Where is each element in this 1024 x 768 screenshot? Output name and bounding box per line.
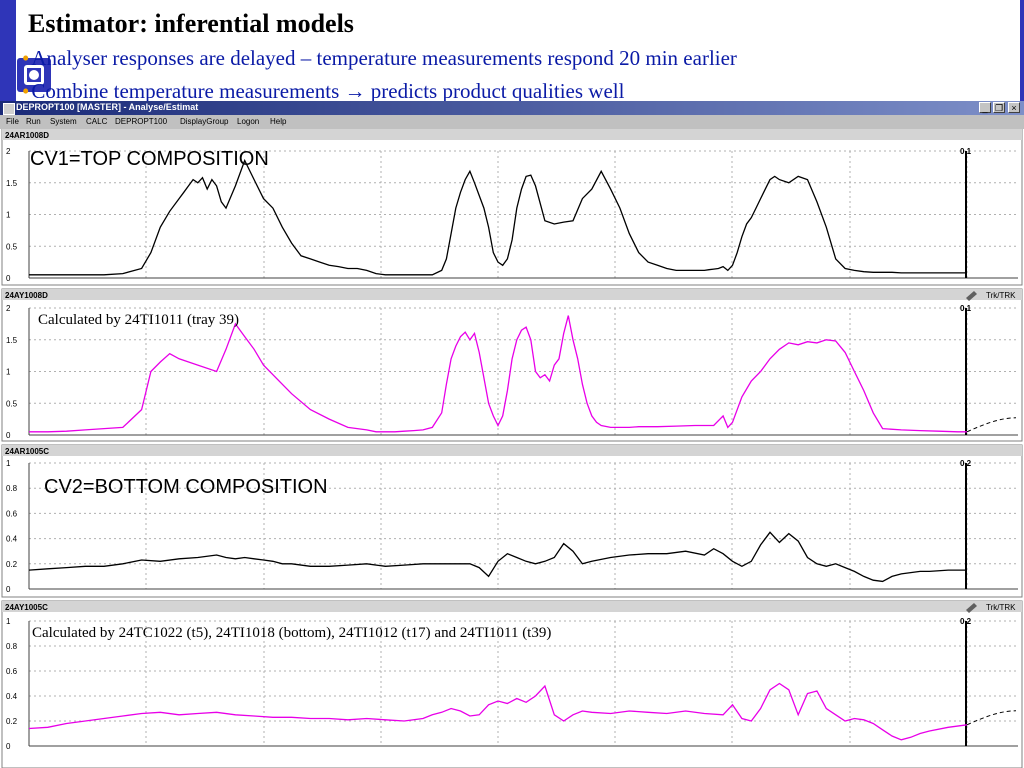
y-tick-label: 0.2	[6, 717, 18, 726]
chart-annotation: Calculated by 24TI1011 (tray 39)	[38, 312, 239, 328]
y-tick-label: 0.6	[6, 509, 18, 518]
menu-run[interactable]: Run	[26, 117, 41, 126]
cursor-value-label: 0.1	[960, 147, 972, 156]
edit-icon	[966, 291, 977, 301]
chart-panel	[1, 444, 1023, 598]
slide-title: Estimator: inferential models	[28, 9, 354, 38]
chart-annotation: Calculated by 24TC1022 (t5), 24TI1018 (b…	[32, 625, 551, 641]
menu-logon[interactable]: Logon	[237, 117, 260, 126]
menu-help[interactable]: Help	[270, 117, 287, 126]
cursor-value-label: 0.2	[960, 459, 972, 468]
panel-header	[2, 129, 1022, 140]
y-tick-label: 0.4	[6, 535, 18, 544]
bullet-item: •Combine temperature measurements → pred…	[22, 79, 624, 104]
bullet-dot-icon: •	[22, 79, 30, 103]
series-line	[29, 158, 967, 276]
y-tick-label: 0.5	[6, 399, 18, 408]
minimize-button[interactable]: _	[979, 102, 991, 113]
series-line	[28, 531, 967, 583]
panel-title: 24AR1008D	[5, 131, 49, 140]
menu-deprop[interactable]: DEPROPT100	[115, 117, 168, 126]
app-icon	[3, 103, 15, 115]
y-tick-label: 0.8	[6, 642, 18, 651]
bullet-item: •Analyser responses are delayed – temper…	[22, 46, 737, 71]
chart-panel	[1, 600, 1023, 768]
window-title: DEPROPT100 [MASTER] - Analyse/Estimat	[16, 102, 199, 112]
slide-accent-bar	[0, 0, 16, 102]
close-button[interactable]: ×	[1008, 102, 1020, 113]
cursor-value-label: 0.1	[960, 304, 972, 313]
restore-button[interactable]: ❐	[993, 102, 1005, 113]
chart-panel	[1, 288, 1023, 442]
cursor-value-label: 0.2	[960, 617, 972, 626]
panel-title: 24AY1005C	[5, 603, 48, 612]
window-titlebar[interactable]: DEPROPT100 [MASTER] - Analyse/Estimat	[0, 101, 1024, 115]
y-tick-label: 0.4	[6, 692, 18, 701]
chart-panel	[1, 129, 1023, 286]
panel-header	[2, 445, 1022, 456]
y-tick-label: 1.5	[6, 336, 18, 345]
y-tick-label: 0.5	[6, 242, 18, 251]
chart-annotation: CV2=BOTTOM COMPOSITION	[44, 476, 328, 498]
menu-system[interactable]: System	[50, 117, 77, 126]
y-tick-label: 0	[6, 742, 11, 751]
y-tick-label: 2	[6, 304, 11, 313]
series-line	[29, 315, 967, 433]
chart-annotation: CV1=TOP COMPOSITION	[30, 148, 269, 170]
panel-title: 24AR1005C	[5, 447, 49, 456]
bullet-text: Analyser responses are delayed – tempera…	[31, 46, 737, 70]
menu-file[interactable]: File	[6, 117, 19, 126]
y-tick-label: 1	[6, 368, 11, 377]
panel-title: 24AY1008D	[5, 291, 48, 300]
slide-header: Estimator: inferential models •Analyser …	[0, 0, 1024, 104]
y-tick-label: 0	[6, 431, 11, 440]
bullet-text: Combine temperature measurements → predi…	[31, 79, 625, 103]
y-tick-label: 2	[6, 147, 11, 156]
trend-display-area: 24AR1008D 0 0.5 1 1.5 2 0.1 CV1=TOP COMPOSITION…	[0, 129, 1024, 768]
trk-label: Trk/TRK	[986, 603, 1016, 612]
menu-bar: File Run System CALC DEPROPT100 DisplayG…	[0, 115, 1024, 129]
slide-accent-bar-right	[1020, 0, 1024, 102]
y-tick-label: 0.2	[6, 560, 18, 569]
y-tick-label: 1	[6, 459, 11, 468]
y-tick-label: 0	[6, 274, 11, 283]
bullet-dot-icon: •	[22, 46, 30, 70]
y-tick-label: 1.5	[6, 179, 18, 188]
panel-header	[2, 601, 1022, 612]
trend-charts: 24AR1008D 0 0.5 1 1.5 2 0.1 CV1=TOP COMPOSITION…	[1, 129, 1023, 768]
y-tick-label: 0	[6, 585, 11, 594]
y-tick-label: 0.6	[6, 667, 18, 676]
y-tick-label: 1	[6, 617, 11, 626]
menu-displaygroup[interactable]: DisplayGroup	[180, 117, 229, 126]
menu-calc[interactable]: CALC	[86, 117, 108, 126]
series-line	[28, 682, 968, 741]
panel-header	[2, 289, 1022, 300]
y-tick-label: 1	[6, 211, 11, 220]
logo-icon	[17, 58, 51, 92]
trk-label: Trk/TRK	[986, 291, 1016, 300]
edit-icon	[966, 603, 977, 613]
y-tick-label: 0.8	[6, 484, 18, 493]
